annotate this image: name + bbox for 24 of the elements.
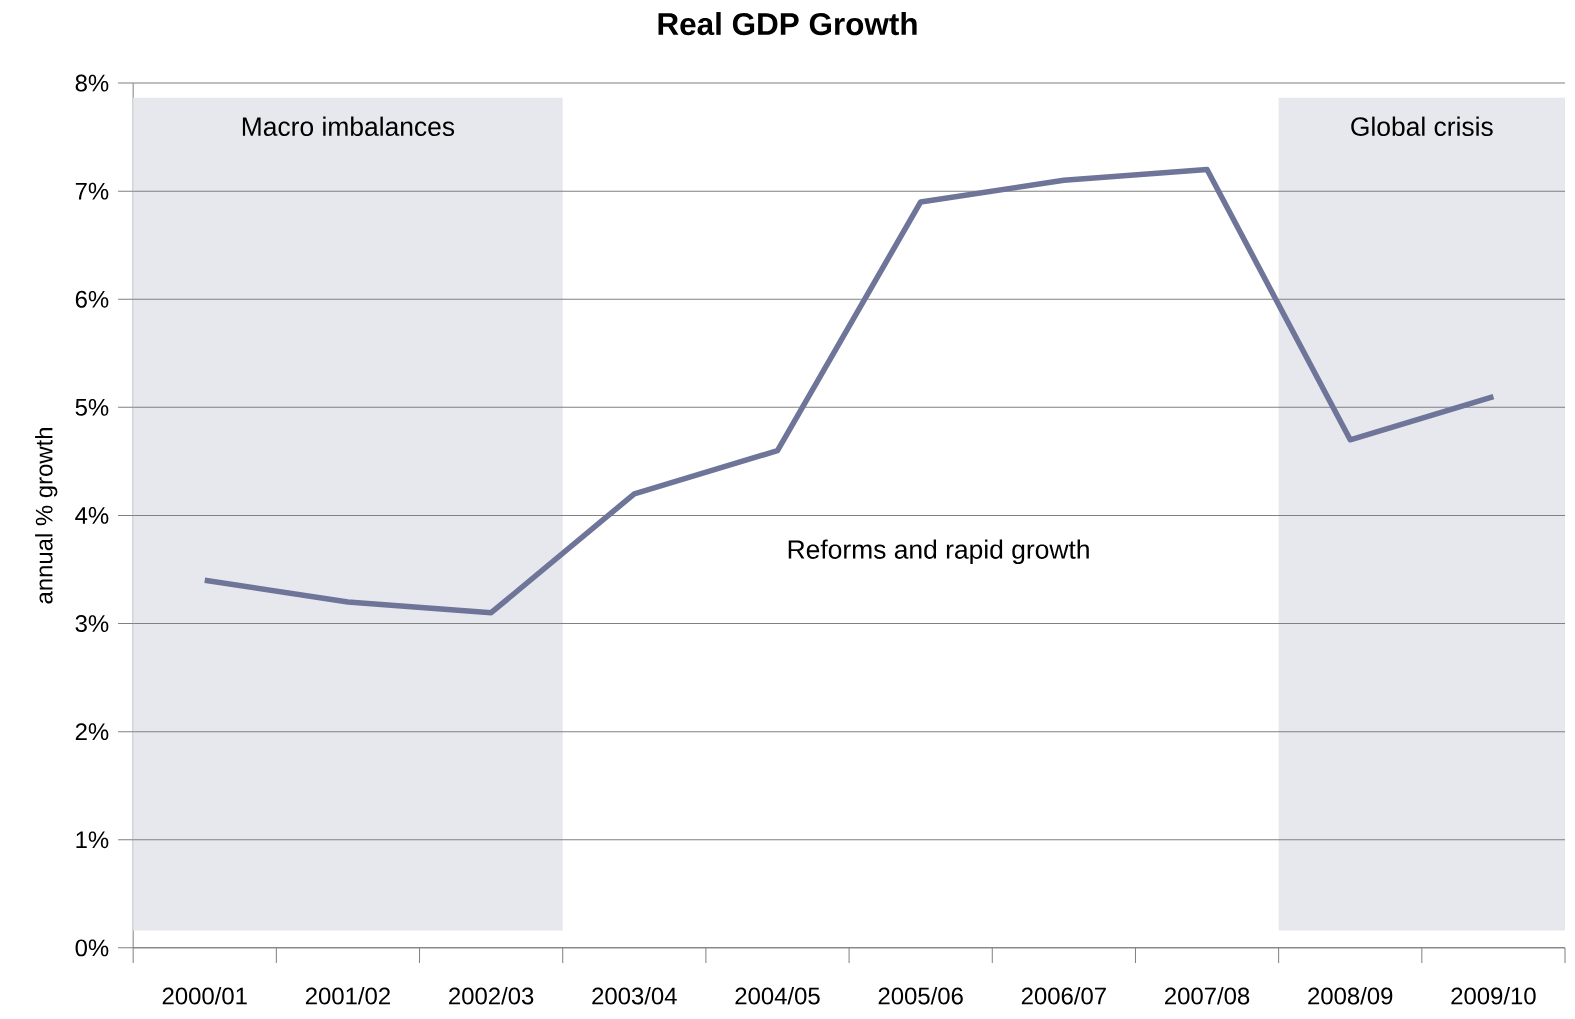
y-tick-label: 0% (75, 939, 109, 957)
y-tick-label: 5% (75, 399, 109, 416)
x-tick-label: 2008/09 (1308, 987, 1393, 1005)
x-tick-label: 2004/05 (735, 987, 820, 1005)
x-tick-label: 2006/07 (1021, 987, 1106, 1005)
y-tick-label: 7% (75, 182, 109, 200)
y-axis-title: annual % growth (35, 428, 58, 604)
x-tick-label: 2003/04 (592, 987, 677, 1005)
x-tick-label: 2002/03 (449, 987, 534, 1005)
x-tick-label: 2005/06 (878, 987, 963, 1005)
x-tick-label: 2000/01 (162, 987, 247, 1005)
y-tick-label: 4% (75, 507, 109, 524)
y-tick-label: 6% (75, 290, 109, 308)
band-label: Global crisis (1351, 116, 1493, 137)
y-tick-label: 3% (75, 615, 109, 633)
y-tick-label: 1% (76, 831, 109, 849)
y-tick-label: 2% (75, 723, 109, 741)
x-tick-label: 2007/08 (1165, 987, 1250, 1005)
band-label: Macro imbalances (242, 116, 455, 137)
y-tick-label: 8% (75, 74, 109, 92)
chart-title: Real GDP Growth (658, 12, 917, 36)
x-tick-label: 2001/02 (305, 987, 390, 1005)
x-tick-label: 2009/10 (1451, 987, 1536, 1005)
annotation: Reforms and rapid growth (788, 539, 1089, 565)
